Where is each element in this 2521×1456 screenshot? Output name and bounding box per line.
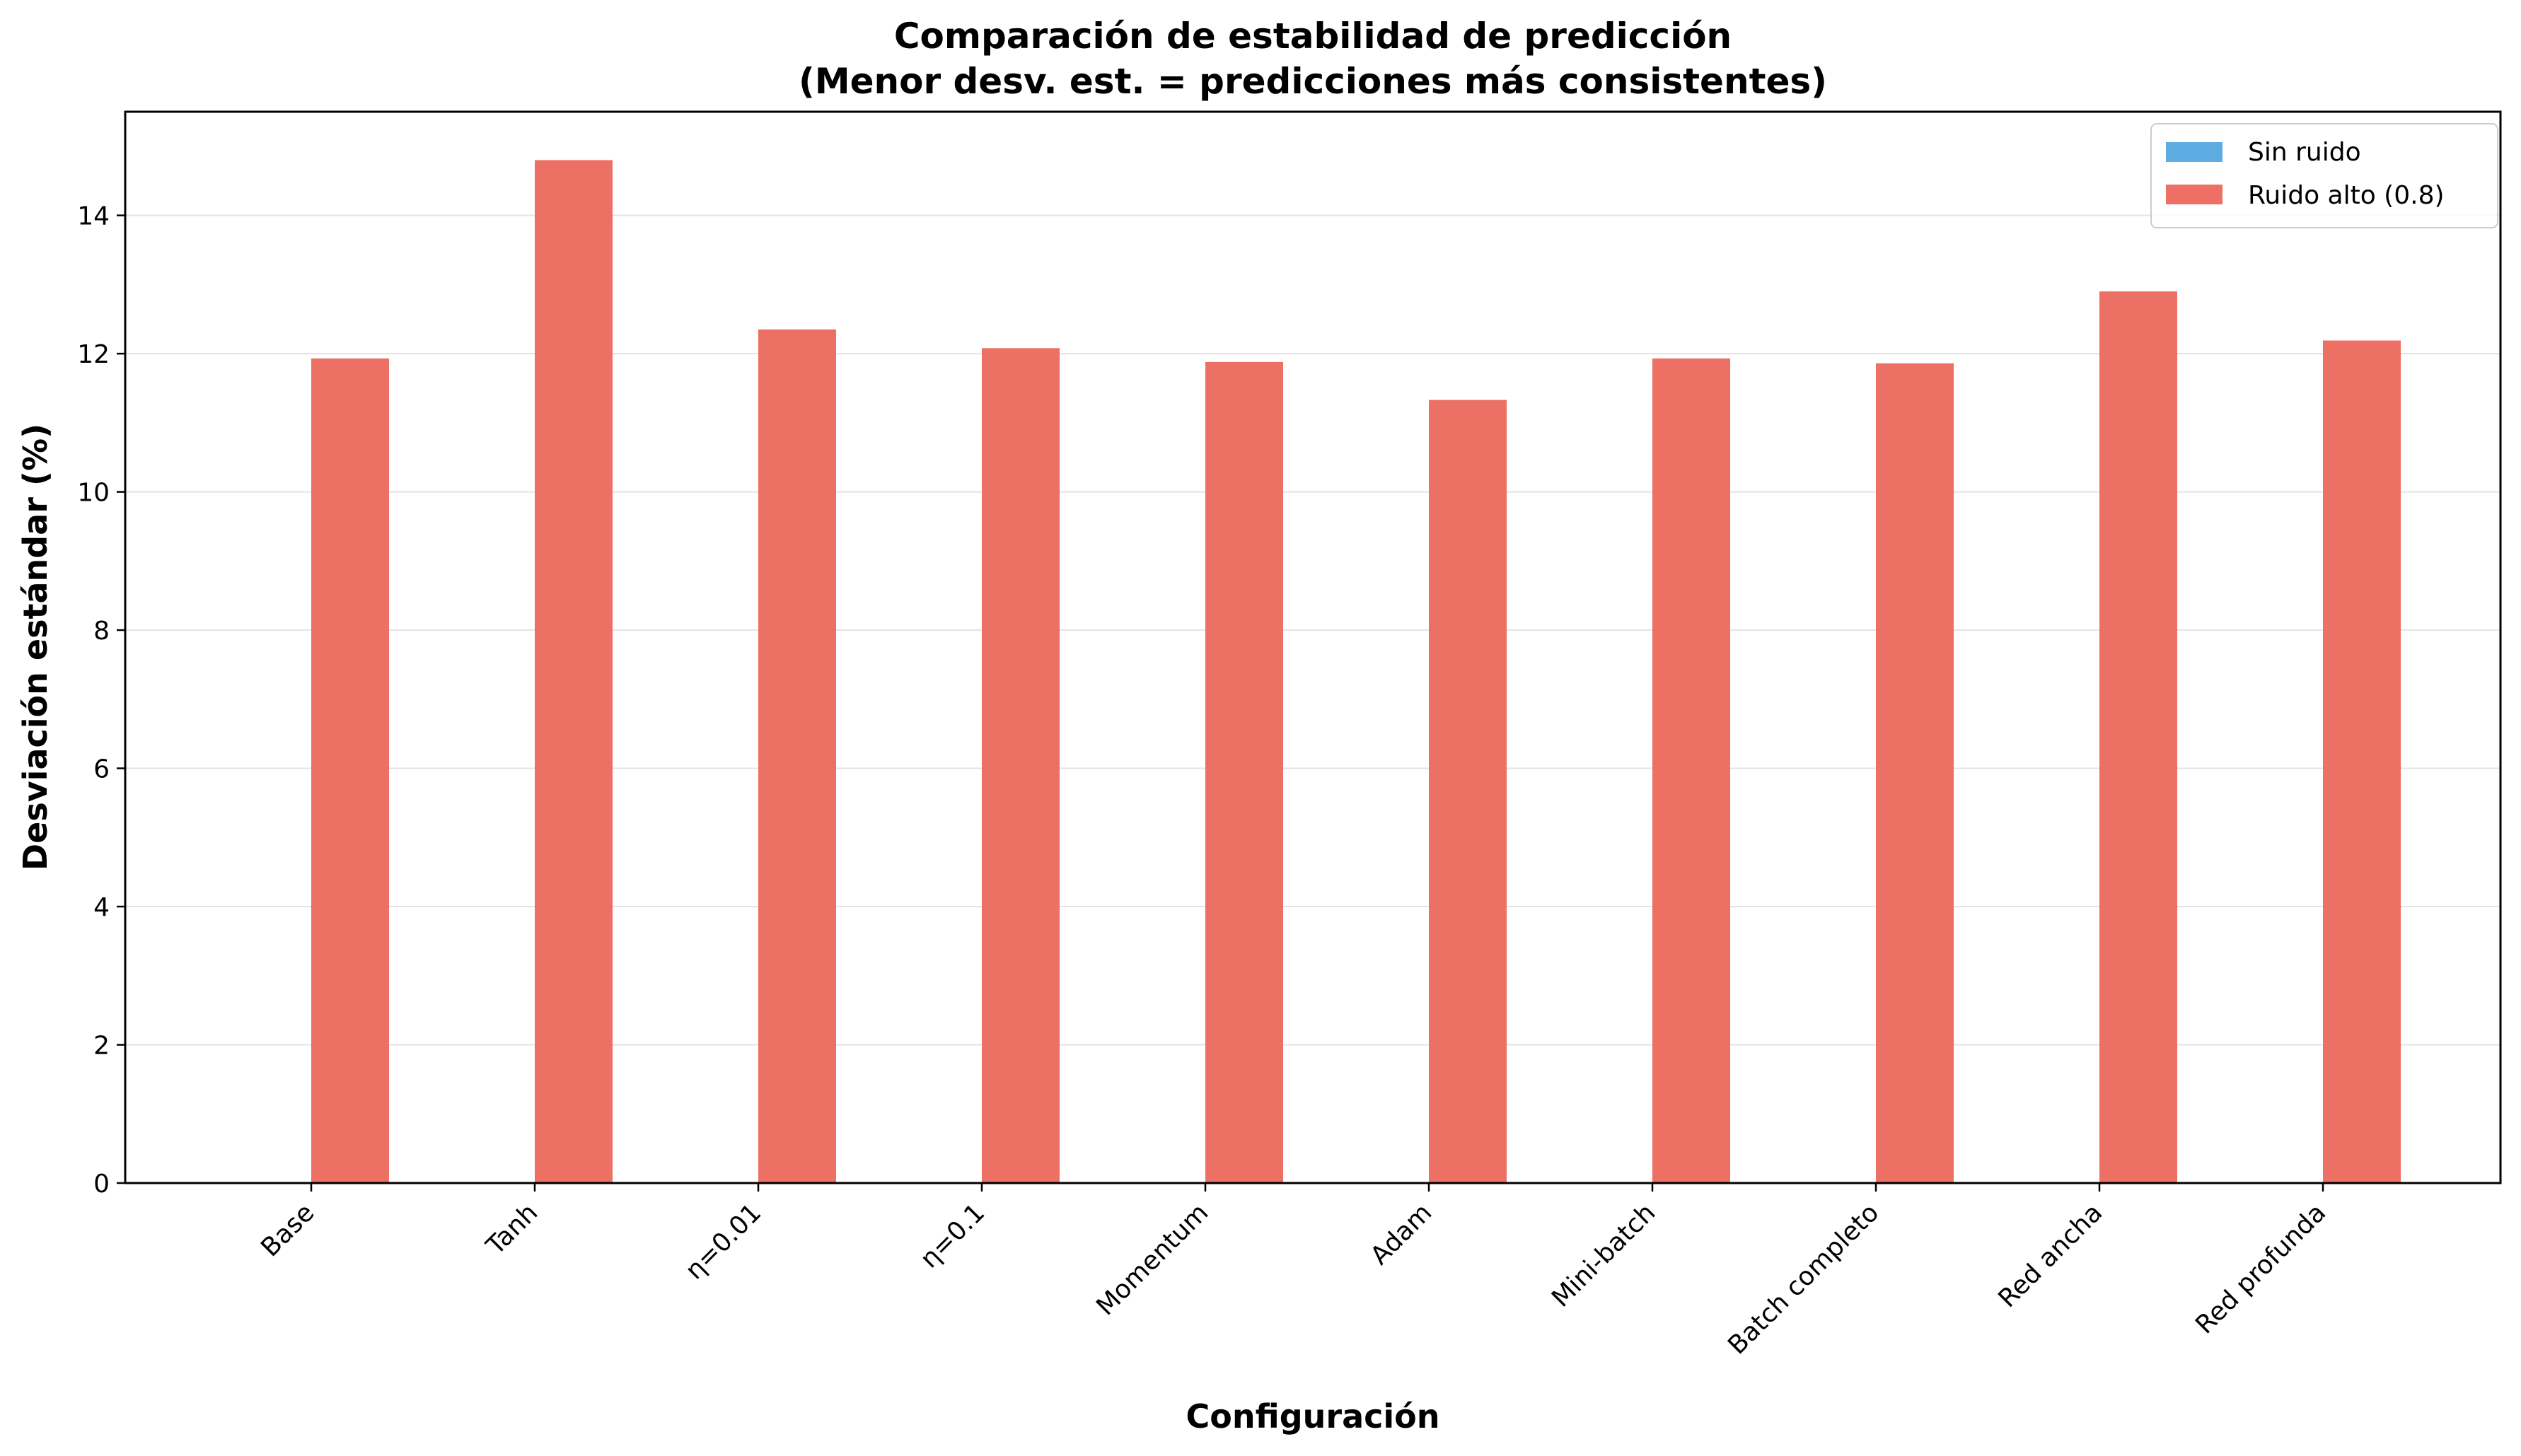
bar-ruido-alto <box>1429 400 1507 1183</box>
grid-lines <box>125 214 2500 1046</box>
chart-title: Comparación de estabilidad de predicción <box>894 16 1732 57</box>
legend: Sin ruido Ruido alto (0.8) <box>2150 123 2498 228</box>
x-tick-label: Batch completo <box>1722 1198 1884 1360</box>
x-tick-label: Momentum <box>1091 1198 1214 1321</box>
bar-ruido-alto <box>982 348 1060 1184</box>
x-tick-label: Mini-batch <box>1546 1198 1661 1312</box>
bar-ruido-alto <box>1205 361 1283 1183</box>
y-tick-label: 6 <box>93 755 110 784</box>
bar-ruido-alto <box>2099 291 2177 1183</box>
plot-frame <box>124 110 2502 1184</box>
legend-swatch-sin-ruido <box>2166 142 2222 162</box>
bar-ruido-alto <box>311 358 389 1183</box>
bar-ruido-alto <box>1876 363 1954 1183</box>
x-tick-label: η=0.1 <box>915 1198 990 1274</box>
y-axis-ticks: 0 2 4 6 8 10 12 14 <box>77 202 125 1199</box>
y-tick-label: 14 <box>77 202 110 231</box>
x-tick-label: Tanh <box>480 1198 543 1261</box>
legend-frame <box>2150 123 2498 228</box>
y-tick-label: 10 <box>77 479 110 508</box>
bar-ruido-alto <box>1652 358 1730 1183</box>
y-tick-label: 12 <box>77 340 110 369</box>
x-axis-ticks: Base Tanh η=0.01 η=0.1 Momentum Adam Mini-batc… <box>255 1183 2331 1360</box>
y-tick-label: 0 <box>93 1170 110 1199</box>
bar-ruido-alto <box>2323 340 2401 1183</box>
x-tick-label: Base <box>255 1198 320 1262</box>
y-axis-label: Desviación estándar (%) <box>16 424 54 870</box>
bar-ruido-alto <box>758 329 836 1183</box>
x-tick-label: Adam <box>1365 1198 1438 1271</box>
x-axis-label: Configuración <box>1186 1397 1440 1435</box>
legend-label-sin-ruido: Sin ruido <box>2248 138 2361 167</box>
bar-ruido-alto <box>535 160 613 1184</box>
y-tick-label: 4 <box>93 893 110 922</box>
chart-subtitle: (Menor desv. est. = predicciones más con… <box>799 61 1827 102</box>
y-tick-label: 8 <box>93 617 110 646</box>
x-tick-label: Red profunda <box>2190 1198 2331 1339</box>
y-tick-label: 2 <box>93 1032 110 1061</box>
x-tick-label: Red ancha <box>1993 1198 2108 1313</box>
bars <box>311 160 2401 1184</box>
legend-swatch-ruido-alto <box>2166 185 2222 204</box>
x-tick-label: η=0.01 <box>680 1198 767 1285</box>
legend-label-ruido-alto: Ruido alto (0.8) <box>2248 181 2445 210</box>
